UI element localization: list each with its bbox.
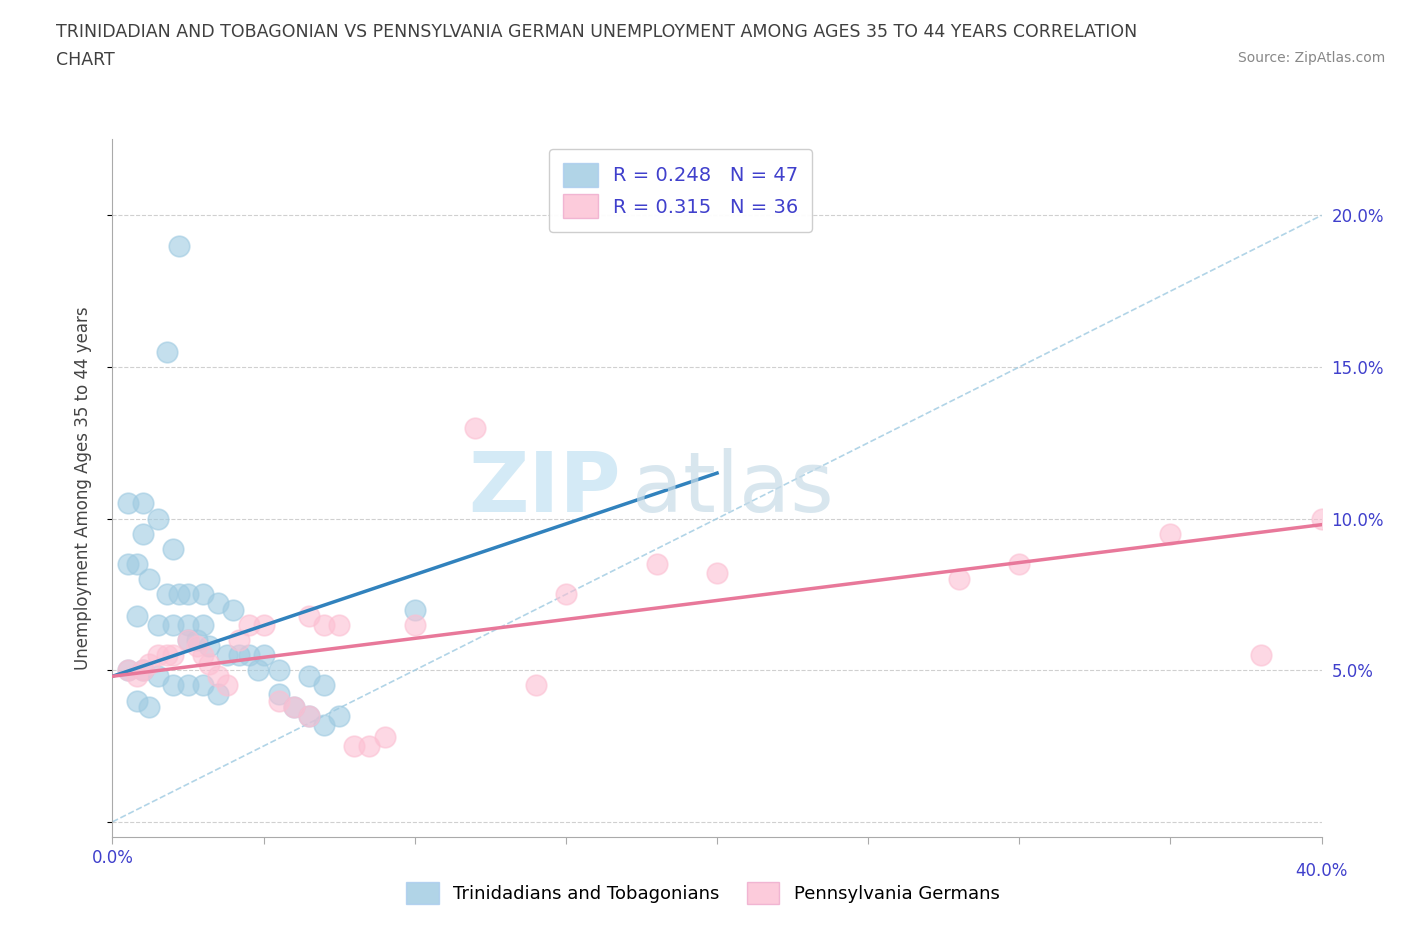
Y-axis label: Unemployment Among Ages 35 to 44 years: Unemployment Among Ages 35 to 44 years <box>73 307 91 670</box>
Point <box>207 687 229 702</box>
Point <box>146 647 169 662</box>
Point <box>125 608 148 623</box>
Point <box>138 572 160 587</box>
Point <box>138 657 160 671</box>
Point <box>238 647 260 662</box>
Point <box>1008 557 1031 572</box>
Point <box>146 669 169 684</box>
Point <box>162 647 184 662</box>
Point <box>359 738 381 753</box>
Point <box>132 526 155 541</box>
Point <box>1250 647 1272 662</box>
Point <box>948 572 970 587</box>
Point <box>167 587 190 602</box>
Point <box>125 557 148 572</box>
Point <box>132 663 155 678</box>
Point <box>267 693 290 708</box>
Point <box>117 496 139 511</box>
Point <box>246 663 269 678</box>
Point <box>298 669 321 684</box>
Point <box>177 618 200 632</box>
Point <box>524 678 547 693</box>
Point <box>132 496 155 511</box>
Point <box>217 678 239 693</box>
Point <box>198 639 221 654</box>
Point <box>314 717 336 732</box>
Point <box>117 557 139 572</box>
Point <box>228 647 250 662</box>
Point <box>132 663 155 678</box>
Point <box>191 587 214 602</box>
Point <box>464 420 486 435</box>
Point <box>162 618 184 632</box>
Point <box>706 565 728 580</box>
Point <box>191 678 214 693</box>
Legend: Trinidadians and Tobagonians, Pennsylvania Germans: Trinidadians and Tobagonians, Pennsylvan… <box>399 875 1007 911</box>
Text: ZIP: ZIP <box>468 447 620 529</box>
Point <box>267 663 290 678</box>
Point <box>343 738 366 753</box>
Point <box>156 647 179 662</box>
Point <box>554 587 576 602</box>
Point <box>125 693 148 708</box>
Point <box>404 618 426 632</box>
Point <box>645 557 668 572</box>
Point <box>117 663 139 678</box>
Point <box>146 618 169 632</box>
Point <box>298 709 321 724</box>
Point <box>267 687 290 702</box>
Text: Source: ZipAtlas.com: Source: ZipAtlas.com <box>1237 51 1385 65</box>
Point <box>138 699 160 714</box>
Point <box>298 608 321 623</box>
Point <box>177 678 200 693</box>
Point <box>117 663 139 678</box>
Legend: R = 0.248   N = 47, R = 0.315   N = 36: R = 0.248 N = 47, R = 0.315 N = 36 <box>550 149 813 232</box>
Point <box>404 602 426 617</box>
Text: TRINIDADIAN AND TOBAGONIAN VS PENNSYLVANIA GERMAN UNEMPLOYMENT AMONG AGES 35 TO : TRINIDADIAN AND TOBAGONIAN VS PENNSYLVAN… <box>56 23 1137 41</box>
Point <box>156 587 179 602</box>
Point <box>253 647 276 662</box>
Point <box>1159 526 1181 541</box>
Point <box>177 587 200 602</box>
Point <box>125 669 148 684</box>
Point <box>198 657 221 671</box>
Point <box>186 639 208 654</box>
Point <box>328 709 350 724</box>
Text: 40.0%: 40.0% <box>1295 862 1348 880</box>
Point <box>167 238 190 253</box>
Point <box>207 669 229 684</box>
Point <box>253 618 276 632</box>
Point <box>1310 512 1333 526</box>
Point <box>191 647 214 662</box>
Point <box>177 632 200 647</box>
Point <box>374 729 396 744</box>
Point <box>328 618 350 632</box>
Text: CHART: CHART <box>56 51 115 69</box>
Point <box>222 602 245 617</box>
Point <box>314 678 336 693</box>
Point <box>283 699 305 714</box>
Point <box>191 618 214 632</box>
Point <box>283 699 305 714</box>
Point <box>207 596 229 611</box>
Point <box>156 344 179 359</box>
Point <box>177 632 200 647</box>
Point <box>217 647 239 662</box>
Text: atlas: atlas <box>633 447 834 529</box>
Point <box>162 541 184 556</box>
Point <box>298 709 321 724</box>
Point <box>238 618 260 632</box>
Point <box>146 512 169 526</box>
Point <box>162 678 184 693</box>
Point <box>314 618 336 632</box>
Point <box>186 632 208 647</box>
Point <box>228 632 250 647</box>
